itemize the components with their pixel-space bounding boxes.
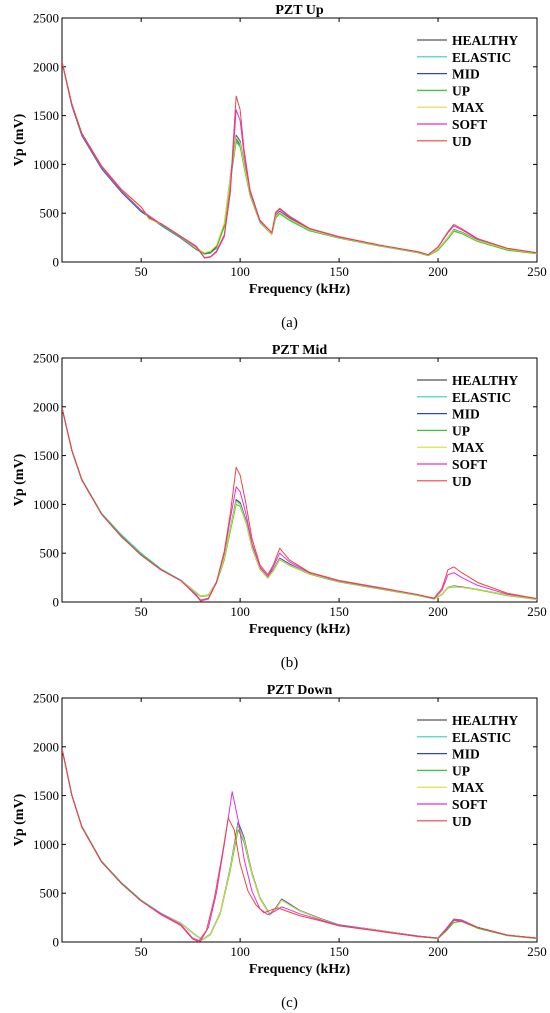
y-tick-label: 2000 xyxy=(33,739,59,754)
x-axis-label: Frequency (kHz) xyxy=(249,622,351,637)
chart-title: PZT Down xyxy=(267,683,333,698)
legend-label: MAX xyxy=(452,100,484,115)
series-line-ud xyxy=(62,407,537,602)
y-axis-label: Vp (mV) xyxy=(12,453,27,506)
y-tick-label: 500 xyxy=(40,206,60,221)
chart-title: PZT Up xyxy=(275,3,324,18)
plot-area xyxy=(61,697,538,943)
x-axis-label: Frequency (kHz) xyxy=(249,962,351,977)
y-tick-label: 1000 xyxy=(33,837,59,852)
legend-label: UD xyxy=(452,814,472,829)
y-axis-label: Vp (mV) xyxy=(12,793,27,846)
x-tick-label: 250 xyxy=(527,264,547,279)
legend-label: UD xyxy=(452,474,472,489)
legend-label: MAX xyxy=(452,440,484,455)
legend-label: ELASTIC xyxy=(452,730,511,745)
panel-caption: (c) xyxy=(281,995,298,1011)
legend-label: MAX xyxy=(452,780,484,795)
y-tick-label: 2000 xyxy=(33,59,59,74)
chart-panel-2: PZT Mid 0 500 1000 1500 2000 2500 50 100 150 200 25… xyxy=(12,343,547,671)
legend-label: ELASTIC xyxy=(452,50,511,65)
series-line-ud xyxy=(62,748,537,942)
y-tick-label: 0 xyxy=(53,255,60,270)
legend-label: HEALTHY xyxy=(452,33,519,48)
y-tick-label: 0 xyxy=(53,595,60,610)
x-tick-label: 150 xyxy=(329,944,349,959)
panel-caption: (a) xyxy=(281,315,298,331)
plot-area xyxy=(61,17,538,263)
x-tick-label: 100 xyxy=(230,604,250,619)
x-tick-label: 250 xyxy=(527,604,547,619)
legend-label: UP xyxy=(452,83,470,98)
y-tick-label: 500 xyxy=(40,546,60,561)
legend-label: UP xyxy=(452,423,470,438)
x-tick-label: 100 xyxy=(230,944,250,959)
series-lines xyxy=(62,748,537,942)
legend-label: UP xyxy=(452,763,470,778)
x-tick-label: 200 xyxy=(428,604,448,619)
y-tick-label: 1500 xyxy=(33,108,59,123)
legend-label: ELASTIC xyxy=(452,390,511,405)
x-tick-label: 200 xyxy=(428,264,448,279)
series-line-max xyxy=(62,61,537,256)
y-tick-label: 500 xyxy=(40,886,60,901)
legend-label: UD xyxy=(452,134,472,149)
y-tick-label: 2500 xyxy=(33,691,59,706)
x-tick-label: 50 xyxy=(135,604,148,619)
x-axis-label: Frequency (kHz) xyxy=(249,282,351,297)
legend-label: MID xyxy=(452,747,480,762)
legend-label: HEALTHY xyxy=(452,373,519,388)
legend-label: SOFT xyxy=(452,457,487,472)
y-tick-label: 2000 xyxy=(33,399,59,414)
y-tick-label: 1000 xyxy=(33,157,59,172)
series-lines xyxy=(62,407,537,602)
chart-panel-3: PZT Down 0 500 1000 1500 2000 2500 50 100 150 200 2… xyxy=(12,683,547,1011)
x-tick-label: 150 xyxy=(329,604,349,619)
x-tick-label: 50 xyxy=(135,944,148,959)
legend-label: MID xyxy=(452,67,480,82)
y-tick-label: 1500 xyxy=(33,788,59,803)
x-tick-label: 50 xyxy=(135,264,148,279)
x-tick-label: 250 xyxy=(527,944,547,959)
chart-panel-1: PZT Up 0 500 1000 1500 2000 2500 50 100 150 200 250… xyxy=(12,3,547,331)
panel-caption: (b) xyxy=(281,655,299,671)
legend-label: SOFT xyxy=(452,117,487,132)
y-axis-label: Vp (mV) xyxy=(12,113,27,166)
legend-label: MID xyxy=(452,407,480,422)
y-tick-label: 1000 xyxy=(33,497,59,512)
series-line-ud xyxy=(62,61,537,259)
y-tick-label: 2500 xyxy=(33,351,59,366)
chart-title: PZT Mid xyxy=(272,343,328,358)
x-tick-label: 200 xyxy=(428,944,448,959)
plot-area xyxy=(61,357,538,603)
y-tick-label: 0 xyxy=(53,935,60,950)
y-tick-label: 2500 xyxy=(33,11,59,26)
series-lines xyxy=(62,61,537,259)
y-tick-label: 1500 xyxy=(33,448,59,463)
x-tick-label: 100 xyxy=(230,264,250,279)
legend-label: HEALTHY xyxy=(452,713,519,728)
legend-label: SOFT xyxy=(452,797,487,812)
x-tick-label: 150 xyxy=(329,264,349,279)
